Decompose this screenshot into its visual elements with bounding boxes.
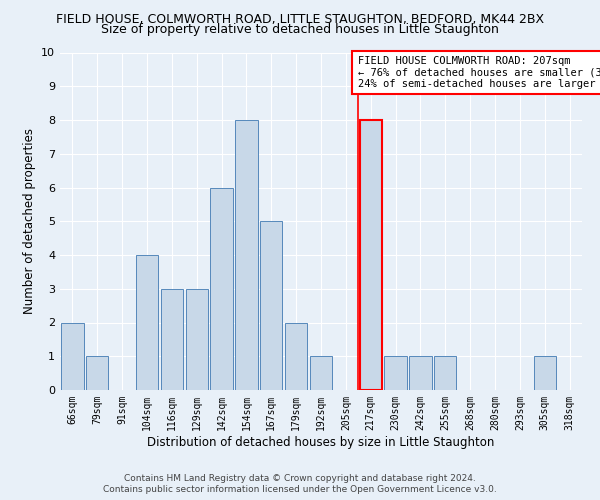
Bar [61, 322, 83, 390]
Bar [533, 356, 556, 390]
X-axis label: Distribution of detached houses by size in Little Staughton: Distribution of detached houses by size … [148, 436, 494, 448]
Text: FIELD HOUSE, COLMWORTH ROAD, LITTLE STAUGHTON, BEDFORD, MK44 2BX: FIELD HOUSE, COLMWORTH ROAD, LITTLE STAU… [56, 12, 544, 26]
Bar [235, 120, 257, 390]
Bar [359, 120, 382, 390]
Bar [310, 356, 332, 390]
Bar [409, 356, 431, 390]
Bar [161, 289, 183, 390]
Text: FIELD HOUSE COLMWORTH ROAD: 207sqm
← 76% of detached houses are smaller (35)
24%: FIELD HOUSE COLMWORTH ROAD: 207sqm ← 76%… [358, 56, 600, 89]
Bar [211, 188, 233, 390]
Bar [260, 221, 283, 390]
Bar [285, 322, 307, 390]
Bar [86, 356, 109, 390]
Text: Contains HM Land Registry data © Crown copyright and database right 2024.
Contai: Contains HM Land Registry data © Crown c… [103, 474, 497, 494]
Bar [185, 289, 208, 390]
Bar [385, 356, 407, 390]
Y-axis label: Number of detached properties: Number of detached properties [23, 128, 35, 314]
Bar [434, 356, 457, 390]
Bar [136, 255, 158, 390]
Text: Size of property relative to detached houses in Little Staughton: Size of property relative to detached ho… [101, 22, 499, 36]
